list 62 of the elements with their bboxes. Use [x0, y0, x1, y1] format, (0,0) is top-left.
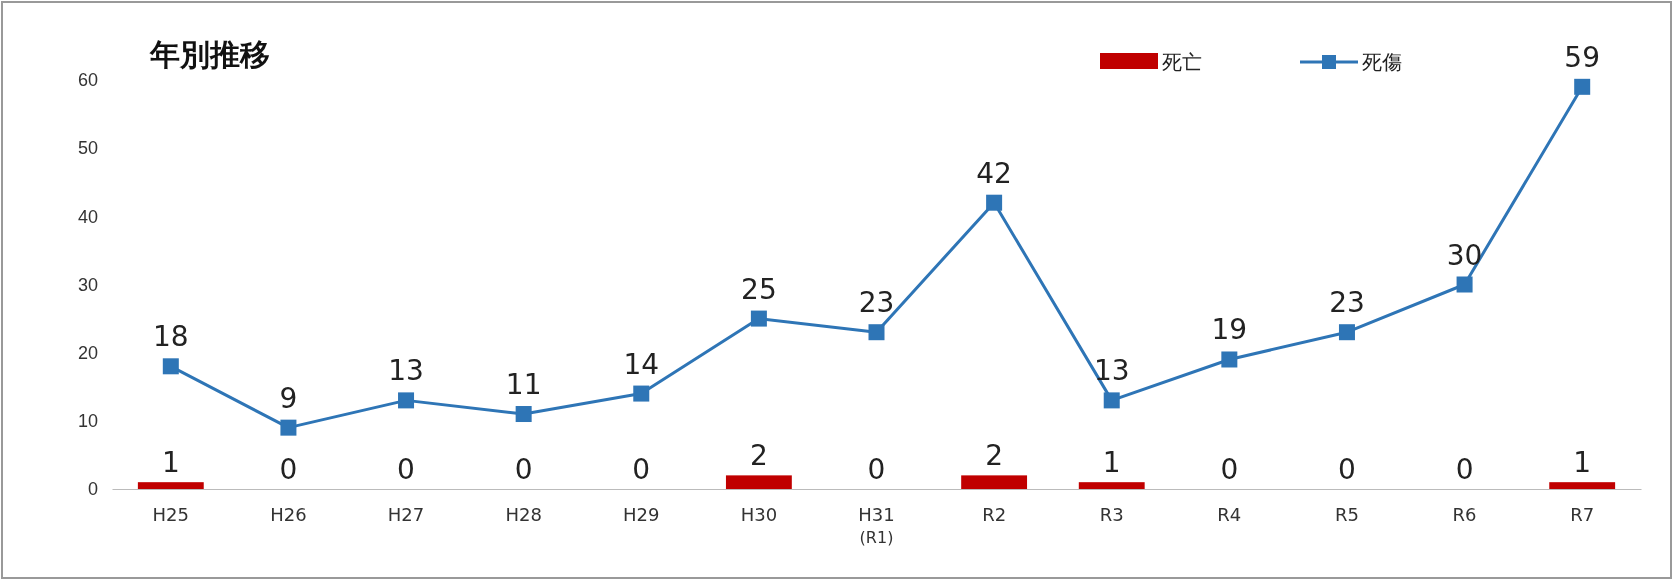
point	[633, 385, 650, 402]
x-tick-label: R7	[1570, 504, 1595, 525]
point	[750, 310, 767, 327]
data-label: 2	[749, 439, 768, 473]
point	[280, 419, 297, 436]
point	[1456, 276, 1473, 293]
data-label: 0	[514, 453, 533, 486]
y-tick-label: 30	[77, 274, 98, 295]
data-label: 0	[279, 453, 298, 486]
y-tick-label: 20	[77, 342, 98, 363]
point	[1338, 324, 1355, 341]
point	[515, 406, 532, 423]
x-tick-label: H31 (R1)	[858, 504, 895, 547]
data-label: 0	[632, 453, 651, 486]
x-tick-label: R2	[982, 504, 1007, 525]
data-label: 1	[1102, 446, 1121, 480]
data-label: 0	[867, 453, 886, 486]
data-label: 0	[1338, 453, 1356, 486]
y-tick-label: 40	[77, 206, 98, 227]
y-tick-label: 60	[77, 70, 98, 91]
y-tick-label: 10	[77, 411, 98, 432]
point	[986, 194, 1003, 211]
y-tick-label: 0	[87, 479, 98, 500]
x-tick-label: R6	[1452, 504, 1477, 525]
x-tick-label: H29	[623, 504, 660, 525]
point	[868, 324, 885, 341]
x-tick-label: H28	[505, 504, 542, 525]
x-tick-label: R3	[1099, 504, 1124, 525]
y-tick-label: 50	[77, 138, 98, 159]
chart-title: 年別推移	[149, 37, 270, 72]
data-label: 59	[1564, 40, 1601, 74]
data-label: 11	[505, 368, 542, 402]
data-label: 2	[985, 439, 1004, 473]
point	[162, 358, 179, 375]
data-label: 19	[1211, 313, 1248, 347]
x-tick-label: H25	[152, 504, 190, 525]
x-tick-label: R4	[1217, 504, 1242, 525]
data-label: 0	[397, 453, 415, 486]
point	[1103, 392, 1120, 409]
data-label: 42	[976, 156, 1012, 190]
legend-label: 死亡	[1162, 50, 1202, 74]
data-label: 23	[1329, 286, 1365, 320]
point	[398, 392, 415, 409]
data-label: 9	[279, 381, 298, 415]
data-label: 14	[623, 347, 660, 381]
data-label: 0	[1455, 453, 1474, 486]
data-label: 1	[161, 446, 180, 480]
data-label: 13	[388, 354, 424, 388]
data-label: 1	[1573, 446, 1592, 480]
data-label: 30	[1446, 238, 1483, 272]
data-label: 0	[1220, 453, 1239, 486]
data-label: 23	[858, 286, 895, 320]
x-tick-label: H27	[387, 504, 425, 525]
legend-label: 死傷	[1362, 50, 1402, 74]
point	[1574, 78, 1591, 95]
data-label: 13	[1093, 354, 1130, 388]
point	[1221, 351, 1238, 368]
data-label: 18	[152, 320, 189, 354]
data-label: 25	[741, 272, 777, 306]
x-tick-label: H30	[740, 504, 778, 525]
x-tick-label: R5	[1334, 504, 1359, 525]
x-tick-label: H26	[270, 504, 307, 525]
